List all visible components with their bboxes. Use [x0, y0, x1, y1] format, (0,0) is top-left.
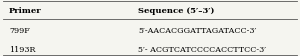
Text: 5′-AACACGGATTAGATACC-3′: 5′-AACACGGATTAGATACC-3′: [138, 26, 256, 34]
Text: 5′- ACGTCATCCCCACCTTCC-3′: 5′- ACGTCATCCCCACCTTCC-3′: [138, 45, 266, 53]
Text: Sequence (5′–3′): Sequence (5′–3′): [138, 7, 214, 15]
Text: 1193R: 1193R: [9, 45, 35, 53]
Text: 799F: 799F: [9, 26, 30, 34]
Text: Primer: Primer: [9, 7, 42, 15]
